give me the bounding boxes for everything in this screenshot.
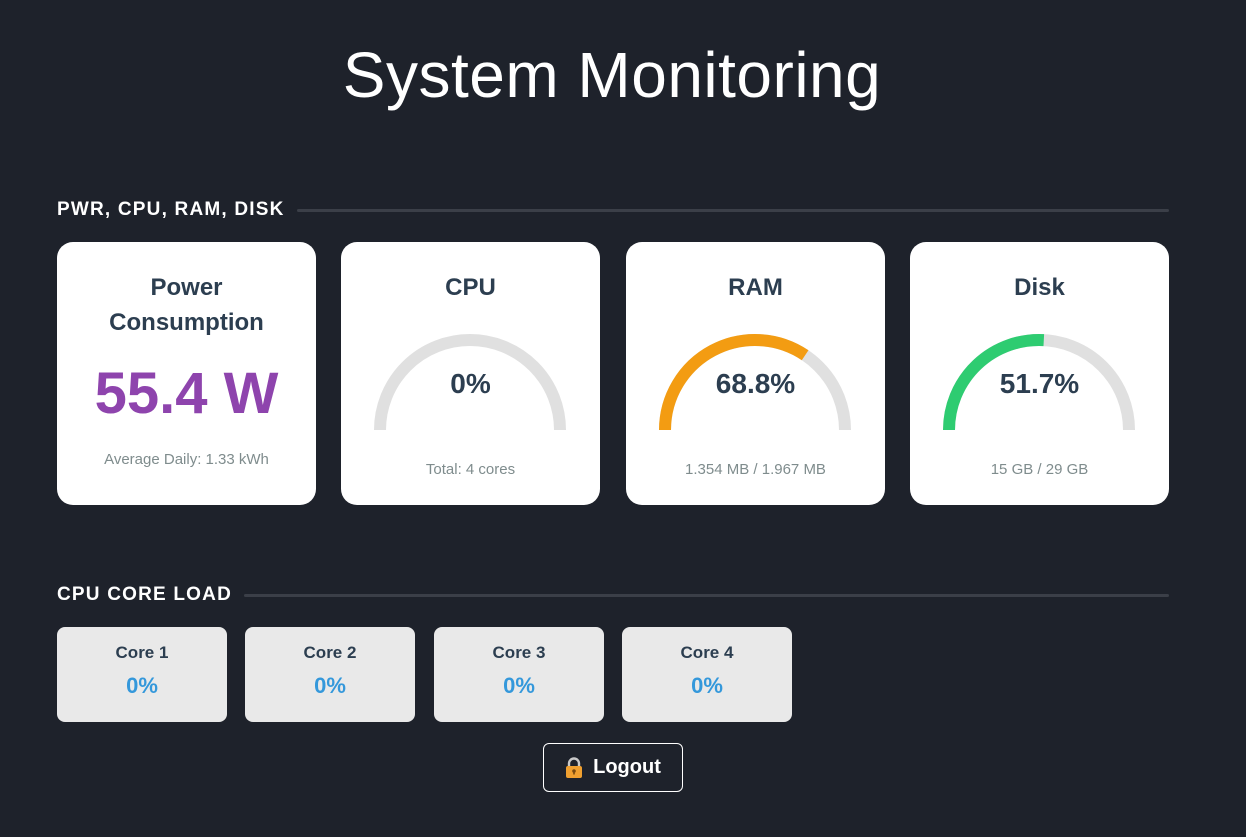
disk-detail: 15 GB / 29 GB xyxy=(990,461,1089,478)
ram-detail: 1.354 MB / 1.967 MB xyxy=(685,461,826,478)
lock-icon xyxy=(565,756,583,779)
power-card-title: Power Consumption xyxy=(57,270,316,340)
cpu-card-title: CPU xyxy=(445,274,496,301)
gauge-track xyxy=(374,334,566,431)
disk-card-title: Disk xyxy=(1014,274,1065,301)
core-card: Core 1 0% xyxy=(57,627,227,722)
power-title-line1: Power xyxy=(150,274,223,301)
core-name: Core 3 xyxy=(492,643,546,662)
core-name: Core 1 xyxy=(115,643,169,662)
core-load: 0% xyxy=(314,673,346,698)
section-divider xyxy=(244,593,1169,597)
gauge-fill xyxy=(943,334,1045,431)
page-title: System Monitoring xyxy=(342,39,882,111)
core-name: Core 2 xyxy=(303,643,357,662)
ram-card-title: RAM xyxy=(728,274,783,301)
section-header-cores: CPU CORE LOAD xyxy=(57,583,1169,607)
disk-percent: 51.7% xyxy=(999,368,1080,399)
section-header-resources: PWR, CPU, RAM, DISK xyxy=(57,198,1169,222)
core-card: Core 2 0% xyxy=(245,627,415,722)
ram-percent: 68.8% xyxy=(715,368,796,399)
core-card: Core 3 0% xyxy=(434,627,604,722)
cpu-card: CPU 0% Total: 4 cores xyxy=(341,242,600,505)
logout-label: Logout xyxy=(593,756,661,778)
logout-button[interactable]: Logout xyxy=(543,743,683,792)
power-title-line2: Consumption xyxy=(109,309,264,336)
power-average: Average Daily: 1.33 kWh xyxy=(104,451,269,468)
ram-gauge xyxy=(659,334,851,431)
section-label: CPU CORE LOAD xyxy=(57,584,232,605)
power-card: Power Consumption 55.4 W Average Daily: … xyxy=(57,242,316,505)
cpu-gauge xyxy=(374,334,566,431)
core-name: Core 4 xyxy=(680,643,734,662)
disk-card: Disk 51.7% 15 GB / 29 GB xyxy=(910,242,1169,505)
core-card: Core 4 0% xyxy=(622,627,792,722)
cpu-detail: Total: 4 cores xyxy=(425,461,516,478)
core-load: 0% xyxy=(691,673,723,698)
core-load: 0% xyxy=(126,673,158,698)
gauge-fill xyxy=(659,334,809,431)
section-label: PWR, CPU, RAM, DISK xyxy=(57,199,285,220)
core-load: 0% xyxy=(503,673,535,698)
power-value: 55.4 W xyxy=(94,361,279,426)
disk-gauge xyxy=(943,334,1135,431)
ram-card: RAM 68.8% 1.354 MB / 1.967 MB xyxy=(626,242,885,505)
cpu-percent: 0% xyxy=(450,368,491,399)
section-divider xyxy=(296,208,1169,212)
